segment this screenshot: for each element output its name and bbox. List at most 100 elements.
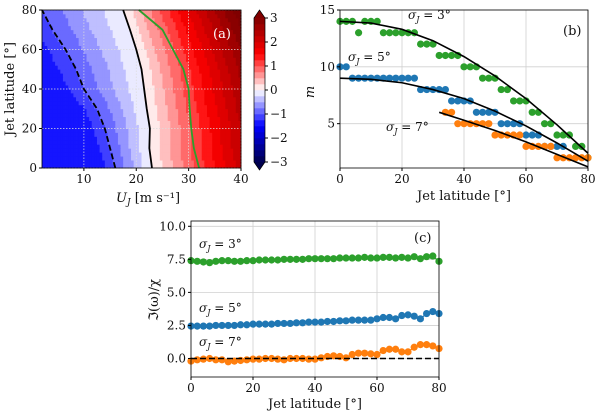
heatmap-cell (117, 104, 121, 110)
heatmap-cell (117, 69, 121, 74)
heatmap-cell (60, 33, 64, 39)
heatmap-cell (196, 152, 200, 157)
heatmap-cell (117, 61, 121, 66)
heatmap-cell (44, 160, 48, 165)
heatmap-cell (133, 164, 137, 169)
heatmap-cell (209, 124, 213, 129)
heatmap-cell (68, 92, 72, 98)
heatmap-cell (44, 104, 48, 110)
heatmap-cell (96, 100, 101, 106)
heatmap-cell (178, 41, 182, 46)
heatmap-cell (136, 41, 140, 46)
heatmap-cell (151, 45, 155, 50)
heatmap-cell (220, 65, 224, 70)
heatmap-cell (68, 128, 72, 133)
heatmap-cell (183, 69, 187, 74)
heatmap-cell (235, 89, 239, 94)
heatmap-cell (196, 49, 200, 54)
heatmap-cell (178, 45, 182, 50)
heatmap-cell (227, 21, 231, 27)
heatmap-cell (125, 69, 129, 74)
heatmap-cell (144, 136, 148, 141)
heatmap-cell (123, 65, 127, 70)
heatmap-cell (94, 124, 98, 129)
heatmap-cell (89, 57, 93, 62)
heatmap-cell (86, 100, 90, 106)
heatmap-cell (47, 10, 51, 15)
heatmap-cell (212, 96, 216, 102)
heatmap-cell (167, 116, 171, 121)
heatmap-cell (86, 73, 90, 78)
heatmap-cell (146, 89, 150, 94)
heatmap-cell (183, 96, 187, 102)
heatmap-cell (115, 21, 119, 27)
heatmap-cell (149, 96, 153, 102)
heatmap-cell (159, 61, 163, 66)
heatmap-cell (191, 89, 195, 94)
heatmap-cell (73, 81, 77, 86)
heatmap-cell (199, 33, 203, 39)
heatmap-cell (89, 140, 93, 145)
heatmap-cell (167, 136, 171, 141)
heatmap-cell (96, 156, 101, 161)
heatmap-cell (86, 104, 90, 110)
heatmap-cell (209, 156, 213, 161)
heatmap-cell (157, 65, 161, 70)
heatmap-cell (104, 120, 108, 125)
heatmap-cell (120, 81, 124, 86)
heatmap-cell (91, 53, 95, 58)
heatmap-cell (78, 33, 82, 39)
heatmap-cell (65, 69, 69, 74)
heatmap-cell (167, 61, 171, 66)
heatmap-cell (193, 53, 197, 58)
data-point (268, 320, 276, 328)
heatmap-cell (191, 120, 195, 125)
heatmap-cell (230, 25, 234, 31)
heatmap-cell (42, 104, 46, 110)
heatmap-cell (196, 148, 200, 153)
heatmap-cell (49, 140, 53, 145)
heatmap-cell (238, 69, 242, 74)
heatmap-cell (220, 148, 224, 153)
heatmap-cell (57, 61, 61, 66)
data-point (541, 120, 549, 128)
heatmap-cell (151, 33, 155, 39)
heatmap-cell (222, 77, 226, 82)
heatmap-cell (86, 120, 90, 125)
data-point (255, 256, 263, 264)
colorbar-segment (254, 90, 265, 97)
heatmap-cell (115, 92, 119, 98)
heatmap-cell (73, 140, 77, 145)
heatmap-cell (128, 108, 132, 114)
heatmap-cell (47, 108, 51, 114)
heatmap-cell (212, 164, 216, 169)
heatmap-cell (170, 164, 174, 169)
heatmap-cell (44, 21, 48, 27)
heatmap-cell (91, 65, 95, 70)
heatmap-cell (172, 116, 176, 121)
heatmap-cell (99, 100, 103, 106)
heatmap-cell (230, 53, 234, 58)
heatmap-cell (70, 108, 74, 114)
heatmap-cell (183, 148, 187, 153)
heatmap-cell (76, 104, 80, 110)
heatmap-cell (222, 140, 226, 145)
heatmap-cell (233, 17, 237, 23)
y-tick-label: 60 (22, 43, 37, 57)
heatmap-cell (94, 65, 98, 70)
heatmap-cell (235, 57, 239, 62)
heatmap-cell (70, 140, 74, 145)
heatmap-cell (186, 73, 190, 78)
data-point (249, 320, 257, 328)
heatmap-cell (193, 108, 197, 114)
heatmap-cell (131, 136, 135, 141)
heatmap-cell (76, 89, 80, 94)
y-tick-label: 5 (327, 117, 335, 131)
heatmap-cell (136, 13, 140, 19)
heatmap-cell (42, 112, 46, 118)
data-point (379, 29, 387, 37)
heatmap-cell (115, 104, 119, 110)
heatmap-cell (110, 37, 114, 42)
heatmap-cell (96, 61, 101, 66)
heatmap-cell (201, 132, 205, 137)
